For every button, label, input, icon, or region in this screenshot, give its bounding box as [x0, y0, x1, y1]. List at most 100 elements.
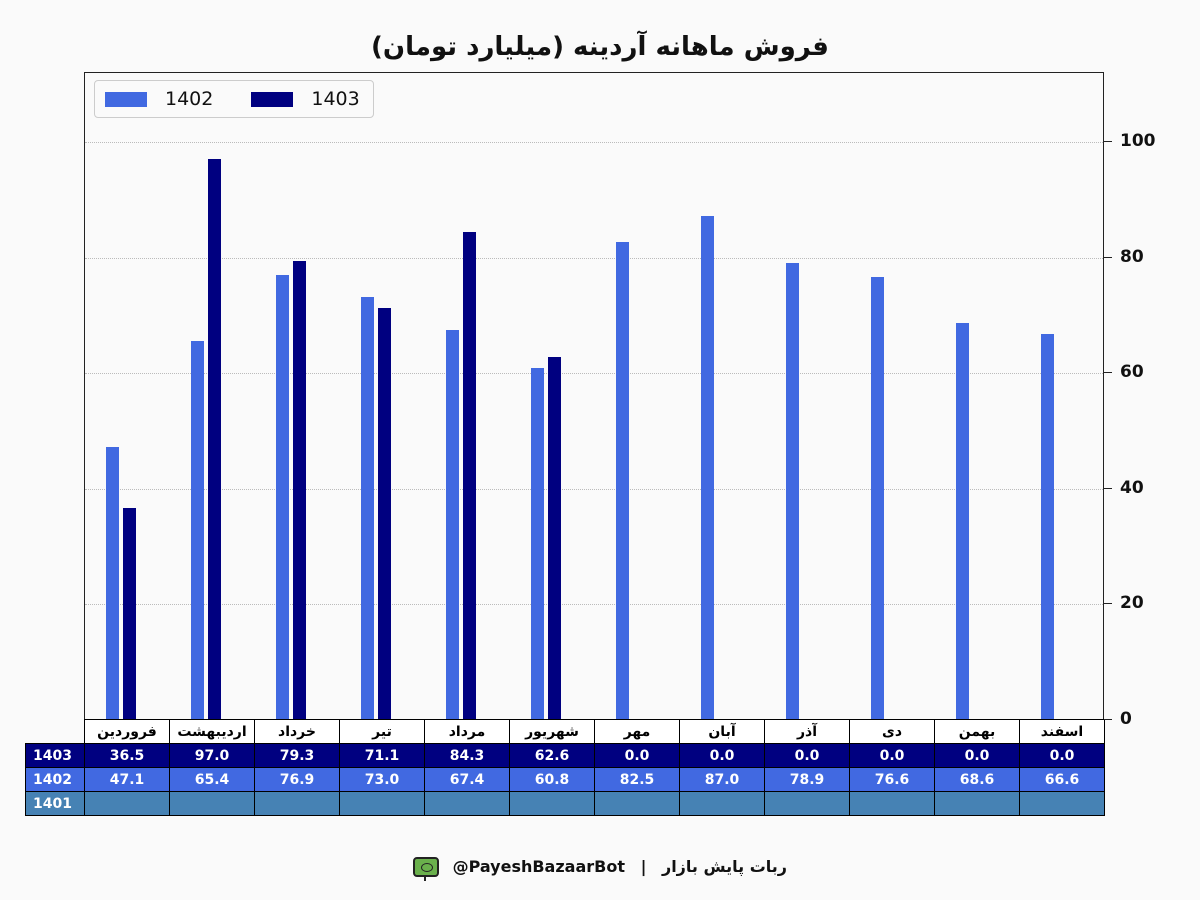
legend-item-1402: 1402	[105, 88, 213, 110]
table-cell: 79.3	[254, 743, 340, 768]
table-row: 1401	[25, 791, 1105, 816]
bar-1402	[785, 263, 799, 719]
bar-1403	[462, 232, 476, 719]
gridline	[85, 604, 1103, 606]
y-tick-label: 40	[1120, 477, 1144, 498]
table-cell: 76.9	[254, 767, 340, 792]
table-row-label: 1401	[25, 791, 85, 816]
data-table: فروردین اردیبهشت خرداد تیر مرداد شهریور مهر آبا…	[25, 719, 1105, 816]
y-tick-label: 20	[1120, 593, 1144, 614]
footer-separator: |	[640, 857, 647, 876]
y-tick	[1104, 719, 1112, 720]
chart-title: فروش ماهانه آردینه (میلیارد تومان)	[371, 32, 829, 62]
y-tick-label: 100	[1120, 131, 1156, 152]
table-row: 1402 47.1 65.4 76.9 73.0 67.4 60.8 82.5 87.0 78.9…	[25, 767, 1105, 792]
table-cell: 66.6	[1019, 767, 1105, 792]
table-cell	[679, 791, 765, 816]
plot-area	[84, 72, 1104, 719]
bar-1402	[530, 367, 544, 719]
table-cell: 0.0	[1019, 743, 1105, 768]
gridline	[85, 488, 1103, 490]
table-cell	[424, 791, 510, 816]
table-cell	[339, 791, 425, 816]
bot-monitor-icon	[412, 856, 439, 881]
table-cell: 65.4	[169, 767, 255, 792]
table-cell: 67.4	[424, 767, 510, 792]
table-cell: 82.5	[594, 767, 680, 792]
gridline	[85, 373, 1103, 375]
legend-swatch-1402	[105, 91, 147, 107]
legend-label: 1403	[311, 88, 360, 110]
table-cell: 0.0	[594, 743, 680, 768]
footer: @PayeshBazaarBot | ربات پایش بازار	[0, 856, 1200, 881]
table-month-header: خرداد	[254, 719, 340, 744]
bar-1403	[547, 357, 561, 719]
legend: 1402 1403	[94, 80, 374, 118]
bar-1402	[275, 274, 289, 719]
table-month-header: مهر	[594, 719, 680, 744]
table-cell: 60.8	[509, 767, 595, 792]
table-cell	[254, 791, 340, 816]
y-tick	[1104, 141, 1112, 143]
bar-1403	[377, 308, 391, 719]
table-cell: 62.6	[509, 743, 595, 768]
table-cell: 0.0	[849, 743, 935, 768]
table-month-header: شهریور	[509, 719, 595, 744]
table-cell	[509, 791, 595, 816]
table-cell: 87.0	[679, 767, 765, 792]
bar-1402	[445, 329, 459, 719]
footer-handle: @PayeshBazaarBot	[452, 857, 625, 876]
table-cell	[84, 791, 170, 816]
table-month-header: بهمن	[934, 719, 1020, 744]
table-cell: 0.0	[679, 743, 765, 768]
table-cell	[849, 791, 935, 816]
bar-1402	[700, 216, 714, 719]
gridline	[85, 257, 1103, 259]
table-cell: 76.6	[849, 767, 935, 792]
bar-1402	[870, 276, 884, 719]
bar-1402	[190, 341, 204, 719]
table-cell: 0.0	[764, 743, 850, 768]
table-cell: 36.5	[84, 743, 170, 768]
table-cell: 97.0	[169, 743, 255, 768]
table-row-label: 1403	[25, 743, 85, 768]
legend-swatch-1403	[251, 91, 294, 107]
table-cell	[594, 791, 680, 816]
y-tick-label: 60	[1120, 362, 1144, 383]
table-month-header: اسفند	[1019, 719, 1105, 744]
y-tick	[1104, 256, 1112, 258]
table-cell	[764, 791, 850, 816]
table-month-header: فروردین	[84, 719, 170, 744]
bar-1402	[955, 322, 969, 719]
table-row: 1403 36.5 97.0 79.3 71.1 84.3 62.6 0.0 0.0 0.0 0.0…	[25, 743, 1105, 768]
table-month-header: آبان	[679, 719, 765, 744]
table-header-row: فروردین اردیبهشت خرداد تیر مرداد شهریور مهر آبا…	[25, 719, 1105, 744]
table-cell	[169, 791, 255, 816]
bar-1403	[292, 260, 306, 719]
legend-label: 1402	[165, 88, 214, 110]
table-month-header: دی	[849, 719, 935, 744]
table-month-header: آذر	[764, 719, 850, 744]
table-cell: 47.1	[84, 767, 170, 792]
bar-1403	[122, 508, 136, 719]
y-tick	[1104, 487, 1112, 489]
y-tick-label: 80	[1120, 246, 1144, 267]
y-tick-label: 0	[1120, 709, 1132, 729]
table-month-header: مرداد	[424, 719, 510, 744]
table-cell: 68.6	[934, 767, 1020, 792]
bar-1402	[1040, 334, 1054, 719]
table-cell: 78.9	[764, 767, 850, 792]
footer-bot-name: ربات پایش بازار	[661, 857, 787, 876]
gridline	[85, 142, 1103, 144]
table-cell: 84.3	[424, 743, 510, 768]
table-month-header: تیر	[339, 719, 425, 744]
bar-1402	[105, 446, 119, 719]
table-row-label: 1402	[25, 767, 85, 792]
bar-1403	[207, 158, 221, 719]
bar-1402	[360, 297, 374, 719]
bar-1402	[615, 242, 629, 719]
table-cell: 73.0	[339, 767, 425, 792]
table-corner	[25, 719, 85, 744]
legend-item-1403: 1403	[251, 88, 360, 110]
table-cell: 0.0	[934, 743, 1020, 768]
